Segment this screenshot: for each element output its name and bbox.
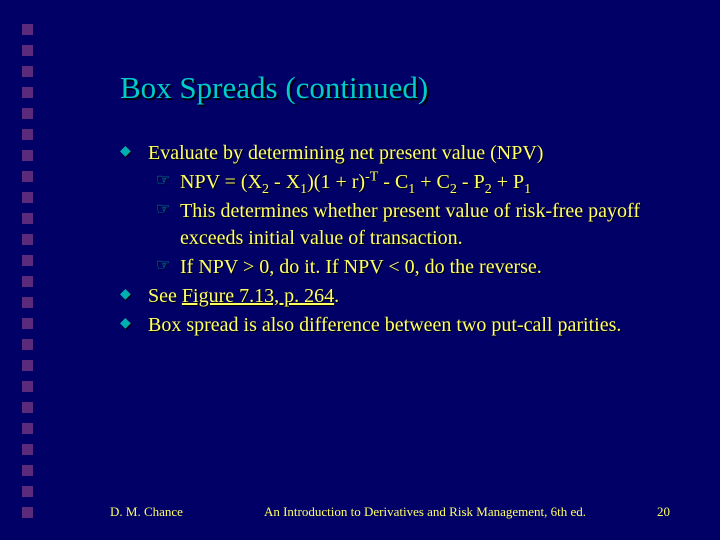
side-square (22, 24, 33, 35)
side-square (22, 444, 33, 455)
side-square (22, 276, 33, 287)
footer-author: D. M. Chance (110, 504, 220, 520)
slide-title: Box Spreads (continued) (120, 70, 680, 106)
bullet-level1: Evaluate by determining net present valu… (120, 140, 680, 167)
side-square (22, 297, 33, 308)
side-square (22, 192, 33, 203)
side-square (22, 339, 33, 350)
bullet-level1: See Figure 7.13, p. 264. (120, 283, 680, 310)
side-square (22, 213, 33, 224)
side-square (22, 318, 33, 329)
slide-content: Evaluate by determining net present valu… (120, 140, 680, 339)
footer-title: An Introduction to Derivatives and Risk … (220, 504, 630, 520)
side-square (22, 255, 33, 266)
side-square (22, 381, 33, 392)
bullet-level2: NPV = (X2 - X1)(1 + r)-T - C1 + C2 - P2 … (120, 169, 680, 196)
side-square (22, 66, 33, 77)
side-square (22, 360, 33, 371)
side-square (22, 402, 33, 413)
bullet-level2: If NPV > 0, do it. If NPV < 0, do the re… (120, 254, 680, 281)
side-decoration (22, 24, 33, 518)
side-square (22, 423, 33, 434)
side-square (22, 129, 33, 140)
side-square (22, 465, 33, 476)
side-square (22, 108, 33, 119)
bullet-level1: Box spread is also difference between tw… (120, 312, 680, 339)
footer: D. M. Chance An Introduction to Derivati… (0, 504, 720, 520)
side-square (22, 486, 33, 497)
side-square (22, 150, 33, 161)
side-square (22, 87, 33, 98)
side-square (22, 234, 33, 245)
slide: Box Spreads (continued) Evaluate by dete… (0, 0, 720, 540)
footer-page-number: 20 (630, 504, 670, 520)
bullet-level2: This determines whether present value of… (120, 198, 680, 252)
side-square (22, 45, 33, 56)
side-square (22, 171, 33, 182)
